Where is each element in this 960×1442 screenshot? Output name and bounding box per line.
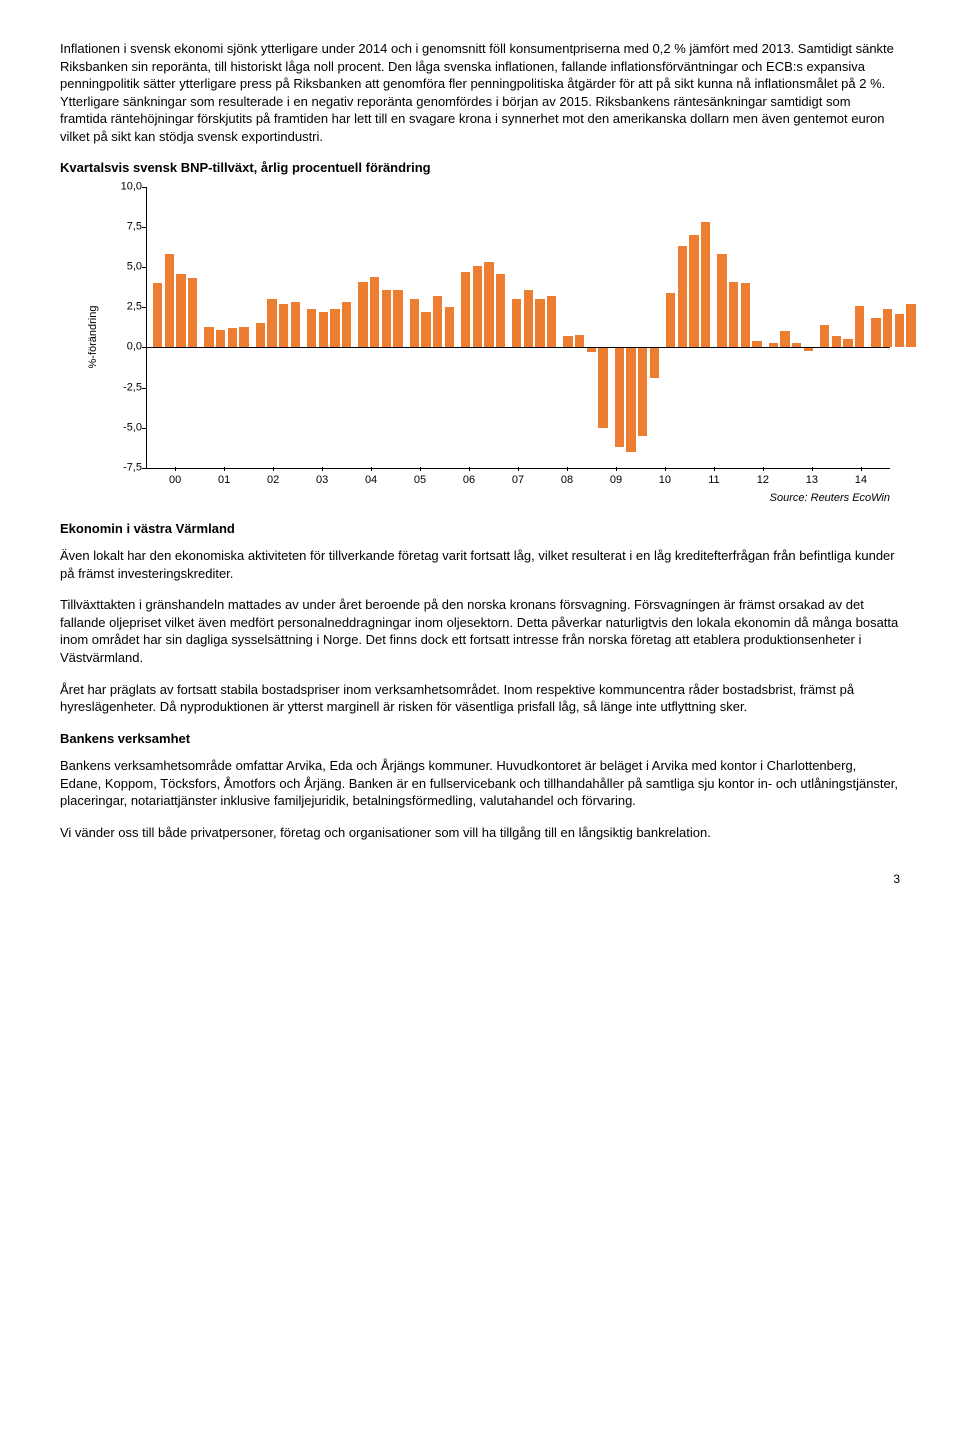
chart-ytick: -2,5 [110, 380, 142, 395]
chart-bar [228, 328, 237, 347]
chart-xtick: 06 [463, 473, 475, 488]
chart-bar [319, 312, 328, 347]
chart-bar [638, 347, 647, 435]
chart-xtick: 04 [365, 473, 377, 488]
chart-xtick: 14 [855, 473, 867, 488]
chart-bar [820, 325, 829, 347]
chart-bar [524, 290, 533, 348]
chart-bar [256, 323, 265, 347]
chart-ytick: 0,0 [110, 340, 142, 355]
chart-bar [382, 290, 391, 348]
chart-ylabel: %-förändring [86, 305, 101, 368]
chart-bar [153, 283, 162, 347]
chart-bar [342, 302, 351, 347]
page-number: 3 [60, 871, 900, 887]
chart-bar [615, 347, 624, 447]
chart-bar [650, 347, 659, 378]
body-paragraph: Även lokalt har den ekonomiska aktivitet… [60, 547, 900, 582]
chart-ytick: 7,5 [110, 220, 142, 235]
chart-bar [358, 282, 367, 348]
chart-xtick: 12 [757, 473, 769, 488]
chart-bar [832, 336, 841, 347]
chart-bar [871, 318, 880, 347]
chart-bar [216, 330, 225, 348]
chart-xtick: 05 [414, 473, 426, 488]
chart-bar [678, 246, 687, 347]
chart-bar [484, 262, 493, 347]
chart-bar [563, 336, 572, 347]
chart-bar [701, 222, 710, 347]
chart-bar [717, 254, 726, 347]
chart-title: Kvartalsvis svensk BNP-tillväxt, årlig p… [60, 159, 900, 177]
chart-bar [855, 306, 864, 348]
chart-bar [729, 282, 738, 348]
chart-bar [883, 309, 892, 348]
chart-bar [165, 254, 174, 347]
gdp-chart: %-förändring 10,07,55,02,50,0-2,5-5,0-7,… [60, 187, 900, 487]
body-paragraph: Bankens verksamhetsområde omfattar Arvik… [60, 757, 900, 810]
chart-bar [780, 331, 789, 347]
chart-bar [666, 293, 675, 348]
chart-xtick: 07 [512, 473, 524, 488]
chart-bar [307, 309, 316, 348]
chart-bar [843, 339, 852, 347]
body-paragraph: Året har präglats av fortsatt stabila bo… [60, 681, 900, 716]
chart-bar [473, 266, 482, 348]
chart-bar [906, 304, 915, 347]
chart-source: Source: Reuters EcoWin [60, 491, 890, 506]
intro-paragraph: Inflationen i svensk ekonomi sjönk ytter… [60, 40, 900, 145]
chart-xtick: 02 [267, 473, 279, 488]
chart-bar [535, 299, 544, 347]
chart-bar [496, 274, 505, 348]
chart-bar [461, 272, 470, 347]
chart-bar [393, 290, 402, 348]
heading-ekonomin: Ekonomin i västra Värmland [60, 520, 900, 538]
chart-bar [279, 304, 288, 347]
chart-bar [291, 302, 300, 347]
chart-bar [547, 296, 556, 347]
chart-bar [239, 327, 248, 348]
chart-bar [445, 307, 454, 347]
chart-bar [204, 327, 213, 348]
chart-bar [433, 296, 442, 347]
chart-bar [626, 347, 635, 451]
body-paragraph: Vi vänder oss till både privatpersoner, … [60, 824, 900, 842]
chart-ytick: -7,5 [110, 460, 142, 475]
chart-bar [188, 278, 197, 347]
chart-bar [895, 314, 904, 348]
chart-bar [421, 312, 430, 347]
chart-bar [330, 309, 339, 348]
body-paragraph: Tillväxttakten i gränshandeln mattades a… [60, 596, 900, 666]
chart-bar [176, 274, 185, 348]
chart-xtick: 09 [610, 473, 622, 488]
chart-bar [512, 299, 521, 347]
chart-ytick: 10,0 [110, 179, 142, 194]
chart-bar [370, 277, 379, 348]
heading-bankens: Bankens verksamhet [60, 730, 900, 748]
chart-bar [410, 299, 419, 347]
chart-bar [689, 235, 698, 347]
chart-bar [598, 347, 607, 427]
chart-ytick: 2,5 [110, 300, 142, 315]
chart-bar [575, 335, 584, 348]
chart-xtick: 11 [708, 473, 719, 488]
chart-xtick: 00 [169, 473, 181, 488]
chart-xtick: 03 [316, 473, 328, 488]
chart-xtick: 08 [561, 473, 573, 488]
chart-ytick: 5,0 [110, 260, 142, 275]
chart-ytick: -5,0 [110, 420, 142, 435]
chart-xtick: 01 [218, 473, 230, 488]
chart-bar [741, 283, 750, 347]
chart-xtick: 13 [806, 473, 818, 488]
chart-bar [267, 299, 276, 347]
chart-xtick: 10 [659, 473, 671, 488]
